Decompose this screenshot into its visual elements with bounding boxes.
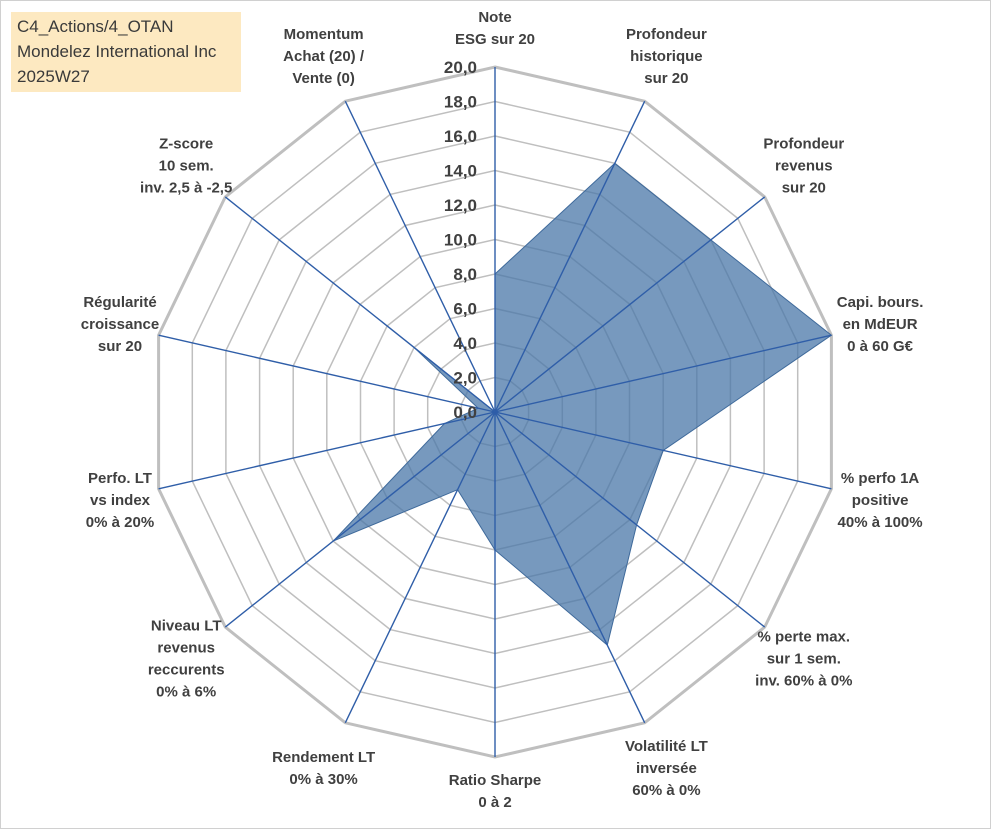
- tick-label: 20,0: [444, 58, 477, 77]
- axis-label: Profondeur revenus sur 20: [763, 136, 844, 197]
- axis-spoke: [344, 411, 496, 724]
- tick-label: 8,0: [453, 265, 477, 284]
- tick-label: 14,0: [444, 162, 477, 181]
- tick-label: 2,0: [453, 369, 477, 388]
- tick-label: 10,0: [444, 231, 477, 250]
- axis-spoke: [494, 411, 766, 628]
- axis-label: Volatilité LT inversée 60% à 0%: [625, 738, 708, 799]
- axis-label: Z-score 10 sem. inv. 2,5 à -2,5: [140, 136, 232, 197]
- axis-label: Rendement LT 0% à 30%: [272, 749, 375, 788]
- axis-label: Profondeur historique sur 20: [626, 26, 707, 87]
- axis-spoke: [494, 411, 646, 724]
- axis-spoke: [158, 334, 496, 413]
- radial-tick-labels: 0,0 2,0 4,0 6,0 8,0 10,0 12,0 14,0 16,0 18,0 20,0: [444, 58, 477, 422]
- chart-title-box: C4_Actions/4_OTAN Mondelez International…: [11, 12, 241, 92]
- axis-label: Régularité croissance sur 20: [81, 294, 159, 355]
- axis-label: % perte max. sur 1 sem. inv. 60% à 0%: [755, 628, 852, 689]
- title-line-2: Mondelez International Inc: [17, 42, 217, 61]
- title-line-3: 2025W27: [17, 67, 90, 86]
- radar-series: [332, 162, 833, 647]
- axis-spoke: [344, 100, 496, 413]
- axis-spoke: [494, 334, 832, 413]
- axis-label: Niveau LT revenus reccurents 0% à 6%: [148, 617, 225, 700]
- radar-spokes: [158, 67, 832, 757]
- tick-label: 18,0: [444, 93, 477, 112]
- tick-label: 0,0: [453, 403, 477, 422]
- tick-label: 12,0: [444, 196, 477, 215]
- tick-label: 6,0: [453, 300, 477, 319]
- axis-spoke: [158, 411, 496, 490]
- title-line-1: C4_Actions/4_OTAN: [17, 17, 174, 36]
- axis-label: Momentum Achat (20) / Vente (0): [283, 26, 365, 87]
- axis-spoke: [494, 411, 832, 490]
- series-area: [332, 162, 833, 647]
- axis-label: Capi. bours. en MdEUR 0 à 60 G€: [837, 294, 924, 355]
- axis-spoke: [494, 196, 766, 413]
- tick-label: 16,0: [444, 127, 477, 146]
- axis-label: Ratio Sharpe 0 à 2: [449, 772, 542, 811]
- axis-spoke: [224, 196, 496, 413]
- axis-label: % perfo 1A positive 40% à 100%: [838, 470, 923, 531]
- axis-label: Perfo. LT vs index 0% à 20%: [86, 470, 154, 531]
- axis-spoke: [494, 100, 646, 413]
- axis-labels: Note ESG sur 20 Profondeur historique sur 20…: [81, 9, 924, 811]
- tick-label: 4,0: [453, 334, 477, 353]
- axis-spoke: [224, 411, 496, 628]
- axis-label: Note ESG sur 20: [455, 9, 535, 48]
